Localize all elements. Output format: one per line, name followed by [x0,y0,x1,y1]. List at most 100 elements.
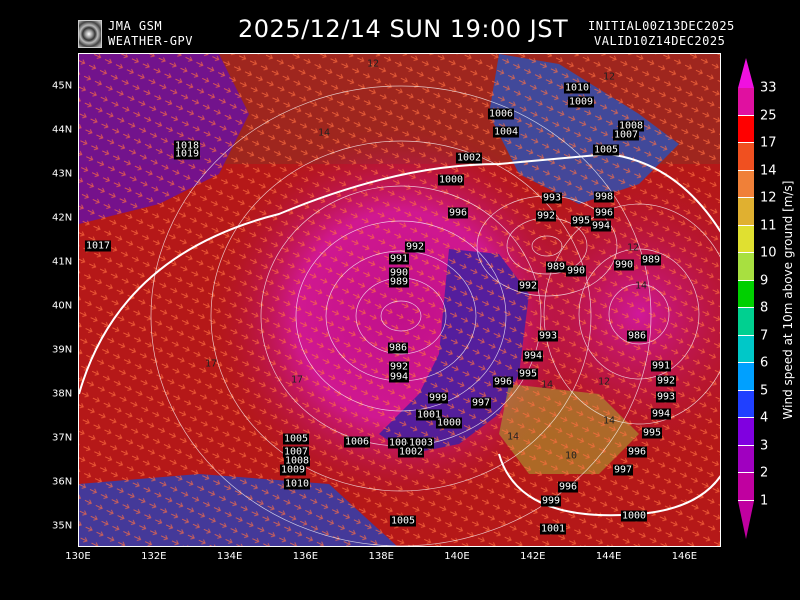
pressure-label: 997 [470,397,492,409]
pressure-label: 993 [541,192,563,204]
pressure-label: 1000 [620,510,648,522]
pressure-label: 996 [447,207,469,219]
pressure-label: 990 [613,259,635,271]
pressure-label: 989 [388,276,410,288]
pressure-label: 992 [404,241,426,253]
wind-speed-label: 12 [626,242,640,254]
wind-speed-label: 14 [602,415,616,427]
pressure-label: 1007 [612,129,640,141]
colorbar-label: 14 [760,163,777,178]
pressure-label: 1001 [415,409,443,421]
colorbar [738,88,754,501]
wind-speed-label: 14 [634,280,648,292]
longitude-tick: 142E [520,551,546,562]
pressure-label: 990 [565,265,587,277]
isobar-1000 [79,152,720,395]
colorbar-label: 17 [760,135,777,151]
colorbar-segment [738,198,754,226]
pressure-label: 993 [655,391,677,403]
colorbar-label: 11 [760,218,777,233]
colorbar-label: 6 [760,355,769,371]
wind-speed-label: 17 [204,358,218,370]
pressure-label: 990 [388,267,410,279]
pressure-label: 995 [570,215,592,227]
pressure-label: 994 [590,220,612,232]
colorbar-segment [738,335,754,363]
pressure-label: 1000 [437,174,465,186]
longitude-tick: 138E [368,551,394,562]
wind-speed-label: 12 [366,58,380,70]
colorbar-segment [738,253,754,281]
pressure-label: 986 [626,330,648,342]
latitude-tick: 37N [52,432,73,444]
pressure-label: 999 [427,392,449,404]
pressure-label: 1002 [397,446,425,458]
pressure-label: 991 [388,253,410,265]
colorbar-label: 1 [760,493,769,508]
pressure-label: 1008 [617,120,645,132]
pressure-label: 989 [545,261,567,273]
colorbar-segment [738,308,754,336]
pressure-label: 995 [641,427,663,439]
initial-time: INITIAL00Z13DEC2025 [588,19,735,33]
pressure-label: 999 [540,495,562,507]
pressure-label: 1009 [567,96,595,108]
wind-speed-label: 12 [597,376,611,388]
pressure-label: 1008 [283,455,311,467]
pressure-label: 986 [387,342,409,354]
pressure-label: 992 [388,361,410,373]
pressure-label: 1000 [435,417,463,429]
pressure-label: 1005 [592,144,620,156]
pressure-label: 993 [537,330,559,342]
latitude-tick: 40N [52,300,73,312]
colorbar-label: 25 [760,108,777,123]
colorbar-label: 2 [760,465,769,481]
pressure-label: 995 [517,368,539,380]
pressure-label: 994 [388,371,410,383]
logo-line2: WEATHER-GPV [108,34,193,48]
colorbar-segment [738,418,754,446]
colorbar-segment [738,363,754,391]
longitude-tick: 146E [671,551,698,562]
jma-swirl-logo-icon [78,20,102,48]
latitude-tick: 39N [52,344,73,356]
colorbar-label: 5 [760,383,769,398]
pressure-label: 996 [557,481,579,493]
pressure-label: 997 [612,464,634,476]
pressure-label: 1010 [283,478,311,490]
logo-line1: JMA GSM [108,19,163,33]
latitude-tick: 42N [52,212,73,224]
colorbar-segment [738,170,754,198]
colorbar-segment [738,390,754,418]
latitude-tick: 44N [52,124,73,136]
colorbar-segment [738,115,754,143]
pressure-label: 1004 [387,437,415,449]
pressure-label: 1007 [282,446,310,458]
colorbar-bottom-triangle [738,501,754,539]
pressure-label: 1005 [389,515,417,527]
latitude-tick: 36N [52,476,73,488]
wind-speed-label: 14 [317,127,331,139]
pressure-label: 996 [626,446,648,458]
pressure-label: 994 [522,350,544,362]
longitude-tick: 136E [292,551,319,562]
colorbar-segment [738,143,754,171]
pressure-label: 998 [593,191,615,203]
colorbar-label: 4 [760,410,769,426]
pressure-label: 992 [655,375,677,387]
pressure-label: 1006 [343,436,371,448]
colorbar-top-triangle [738,58,754,88]
pressure-label: 1018 [173,140,201,152]
colorbar-label: 10 [760,245,777,261]
latitude-tick: 35N [52,520,73,532]
wind-speed-label: 17 [290,374,304,386]
colorbar-label: 7 [760,328,769,343]
wind-speed-label: 14 [540,379,554,391]
pressure-label: 1017 [84,240,112,252]
latitude-tick: 41N [52,256,73,268]
pressure-label: 996 [492,376,514,388]
pressure-label: 1009 [279,464,307,476]
latitude-tick: 45N [52,80,73,92]
colorbar-label: 33 [760,80,777,96]
pressure-label: 989 [640,254,662,266]
